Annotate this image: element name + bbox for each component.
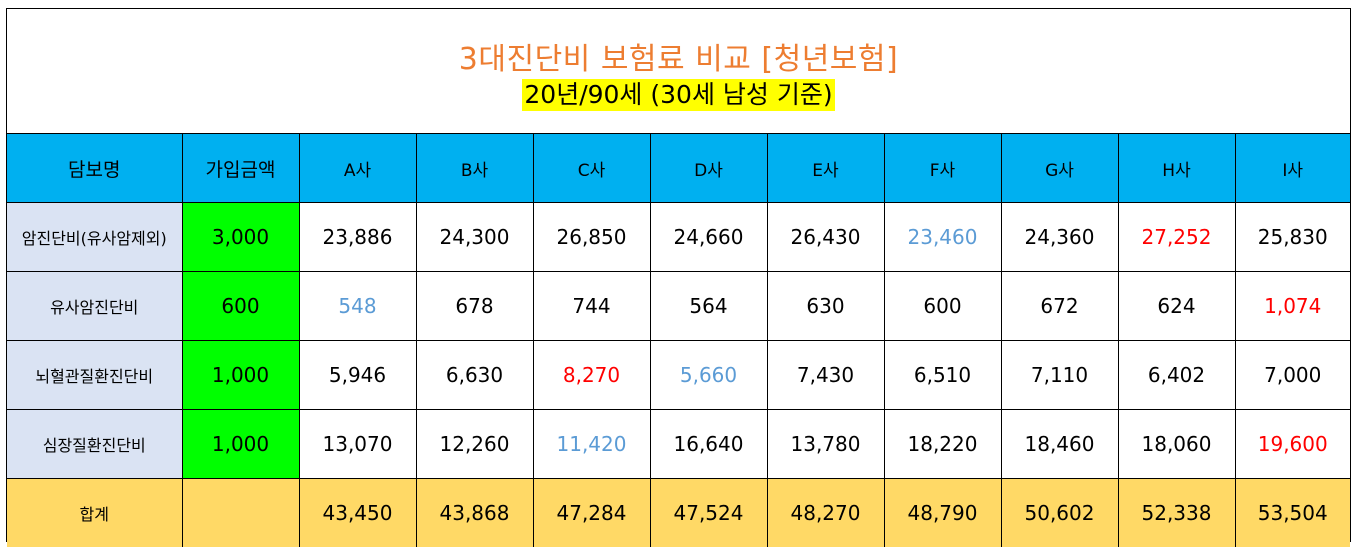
amount-cell: 3,000 xyxy=(181,202,300,272)
premium-cell: 23,460 xyxy=(883,202,1002,272)
premium-cell: 6,402 xyxy=(1117,340,1236,410)
premium-cell: 24,660 xyxy=(649,202,768,272)
total-label-cell: 합계 xyxy=(7,478,183,547)
header-row: 담보명 가입금액 A사 B사 C사 D사 E사 F사 G사 H사 I사 xyxy=(7,134,1350,203)
premium-cell: 624 xyxy=(1117,271,1236,341)
premium-table: 담보명 가입금액 A사 B사 C사 D사 E사 F사 G사 H사 I사 암진단비… xyxy=(7,134,1350,547)
header-company: I사 xyxy=(1234,134,1350,203)
total-cell: 48,790 xyxy=(883,478,1002,547)
premium-cell: 672 xyxy=(1000,271,1119,341)
coverage-name-cell: 유사암진단비 xyxy=(7,271,183,341)
premium-cell: 5,660 xyxy=(649,340,768,410)
premium-cell: 744 xyxy=(532,271,651,341)
total-cell: 43,868 xyxy=(415,478,534,547)
total-cell: 47,524 xyxy=(649,478,768,547)
header-coverage-name: 담보명 xyxy=(7,134,183,203)
total-cell: 43,450 xyxy=(298,478,417,547)
premium-cell: 24,300 xyxy=(415,202,534,272)
premium-cell: 25,830 xyxy=(1234,202,1350,272)
premium-cell: 16,640 xyxy=(649,409,768,479)
premium-cell: 18,220 xyxy=(883,409,1002,479)
coverage-name-cell: 심장질환진단비 xyxy=(7,409,183,479)
premium-cell: 7,000 xyxy=(1234,340,1350,410)
page-subtitle: 20년/90세 (30세 남성 기준) xyxy=(522,79,835,111)
premium-cell: 18,060 xyxy=(1117,409,1236,479)
table-row: 암진단비(유사암제외) 3,000 23,886 24,300 26,850 2… xyxy=(7,202,1350,272)
premium-cell: 5,946 xyxy=(298,340,417,410)
header-amount: 가입금액 xyxy=(181,134,300,203)
premium-cell: 23,886 xyxy=(298,202,417,272)
header-company: G사 xyxy=(1000,134,1119,203)
total-cell: 50,602 xyxy=(1000,478,1119,547)
premium-cell: 630 xyxy=(766,271,885,341)
coverage-name-cell: 뇌혈관질환진단비 xyxy=(7,340,183,410)
header-company: F사 xyxy=(883,134,1002,203)
comparison-sheet: 3대진단비 보험료 비교 [청년보험] 20년/90세 (30세 남성 기준) … xyxy=(6,8,1351,547)
premium-cell: 6,510 xyxy=(883,340,1002,410)
header-company: B사 xyxy=(415,134,534,203)
premium-cell: 12,260 xyxy=(415,409,534,479)
total-row: 합계 43,450 43,868 47,284 47,524 48,270 48… xyxy=(7,478,1350,547)
premium-cell: 19,600 xyxy=(1234,409,1350,479)
header-company: D사 xyxy=(649,134,768,203)
premium-cell: 1,074 xyxy=(1234,271,1350,341)
table-row: 심장질환진단비 1,000 13,070 12,260 11,420 16,64… xyxy=(7,409,1350,479)
amount-cell: 1,000 xyxy=(181,409,300,479)
total-cell: 52,338 xyxy=(1117,478,1236,547)
header-company: E사 xyxy=(766,134,885,203)
premium-cell: 6,630 xyxy=(415,340,534,410)
premium-cell: 24,360 xyxy=(1000,202,1119,272)
premium-cell: 13,780 xyxy=(766,409,885,479)
total-cell: 48,270 xyxy=(766,478,885,547)
premium-cell: 11,420 xyxy=(532,409,651,479)
amount-cell: 600 xyxy=(181,271,300,341)
table-row: 뇌혈관질환진단비 1,000 5,946 6,630 8,270 5,660 7… xyxy=(7,340,1350,410)
table-row: 유사암진단비 600 548 678 744 564 630 600 672 6… xyxy=(7,271,1350,341)
premium-cell: 7,110 xyxy=(1000,340,1119,410)
page-title: 3대진단비 보험료 비교 [청년보험] xyxy=(458,42,899,77)
header-company: A사 xyxy=(298,134,417,203)
premium-cell: 13,070 xyxy=(298,409,417,479)
premium-cell: 7,430 xyxy=(766,340,885,410)
total-cell: 53,504 xyxy=(1234,478,1350,547)
total-amount-cell xyxy=(181,478,300,547)
premium-cell: 678 xyxy=(415,271,534,341)
amount-cell: 1,000 xyxy=(181,340,300,410)
header-company: H사 xyxy=(1117,134,1236,203)
premium-cell: 564 xyxy=(649,271,768,341)
title-box: 3대진단비 보험료 비교 [청년보험] 20년/90세 (30세 남성 기준) xyxy=(7,9,1350,134)
premium-cell: 26,850 xyxy=(532,202,651,272)
coverage-name-cell: 암진단비(유사암제외) xyxy=(7,202,183,272)
premium-cell: 8,270 xyxy=(532,340,651,410)
premium-cell: 26,430 xyxy=(766,202,885,272)
premium-cell: 27,252 xyxy=(1117,202,1236,272)
premium-cell: 18,460 xyxy=(1000,409,1119,479)
premium-cell: 600 xyxy=(883,271,1002,341)
premium-cell: 548 xyxy=(298,271,417,341)
header-company: C사 xyxy=(532,134,651,203)
total-cell: 47,284 xyxy=(532,478,651,547)
